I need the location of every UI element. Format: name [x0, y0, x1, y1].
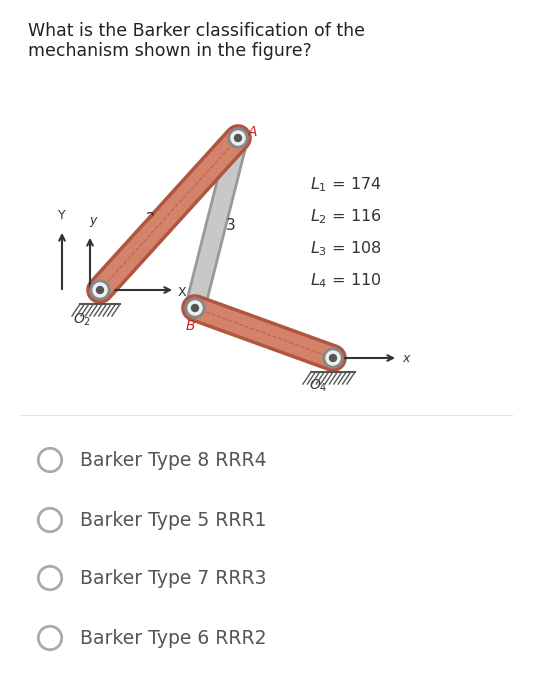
Text: 2: 2	[146, 211, 156, 227]
Text: B: B	[185, 319, 195, 333]
Circle shape	[231, 131, 245, 145]
Text: Barker Type 5 RRR1: Barker Type 5 RRR1	[80, 510, 266, 529]
Text: Barker Type 7 RRR3: Barker Type 7 RRR3	[80, 568, 266, 587]
Circle shape	[326, 351, 340, 365]
Text: $L_4$ = 110: $L_4$ = 110	[310, 272, 382, 290]
Text: $L_1$ = 174: $L_1$ = 174	[310, 176, 382, 195]
Circle shape	[329, 354, 336, 361]
Circle shape	[191, 304, 198, 312]
Circle shape	[235, 134, 241, 141]
Circle shape	[185, 298, 205, 318]
Text: y: y	[90, 214, 96, 227]
Text: Barker Type 8 RRR4: Barker Type 8 RRR4	[80, 451, 266, 470]
Circle shape	[96, 286, 103, 293]
Text: 3: 3	[225, 218, 236, 232]
Circle shape	[93, 283, 107, 297]
Text: Y: Y	[58, 209, 66, 222]
Text: 4: 4	[277, 330, 287, 346]
Circle shape	[188, 301, 202, 315]
Text: $L_2$ = 116: $L_2$ = 116	[310, 208, 382, 226]
Text: $L_3$ = 108: $L_3$ = 108	[310, 239, 382, 258]
Circle shape	[323, 348, 343, 368]
Text: x: x	[402, 351, 410, 365]
Circle shape	[90, 280, 110, 300]
Text: $O_2$: $O_2$	[73, 312, 91, 328]
Text: X: X	[177, 286, 187, 298]
Text: What is the Barker classification of the: What is the Barker classification of the	[28, 22, 365, 40]
Text: Barker Type 6 RRR2: Barker Type 6 RRR2	[80, 629, 266, 648]
Text: $O_4$: $O_4$	[309, 378, 327, 394]
Circle shape	[228, 128, 248, 148]
Text: A: A	[247, 125, 257, 139]
Text: mechanism shown in the figure?: mechanism shown in the figure?	[28, 42, 312, 60]
